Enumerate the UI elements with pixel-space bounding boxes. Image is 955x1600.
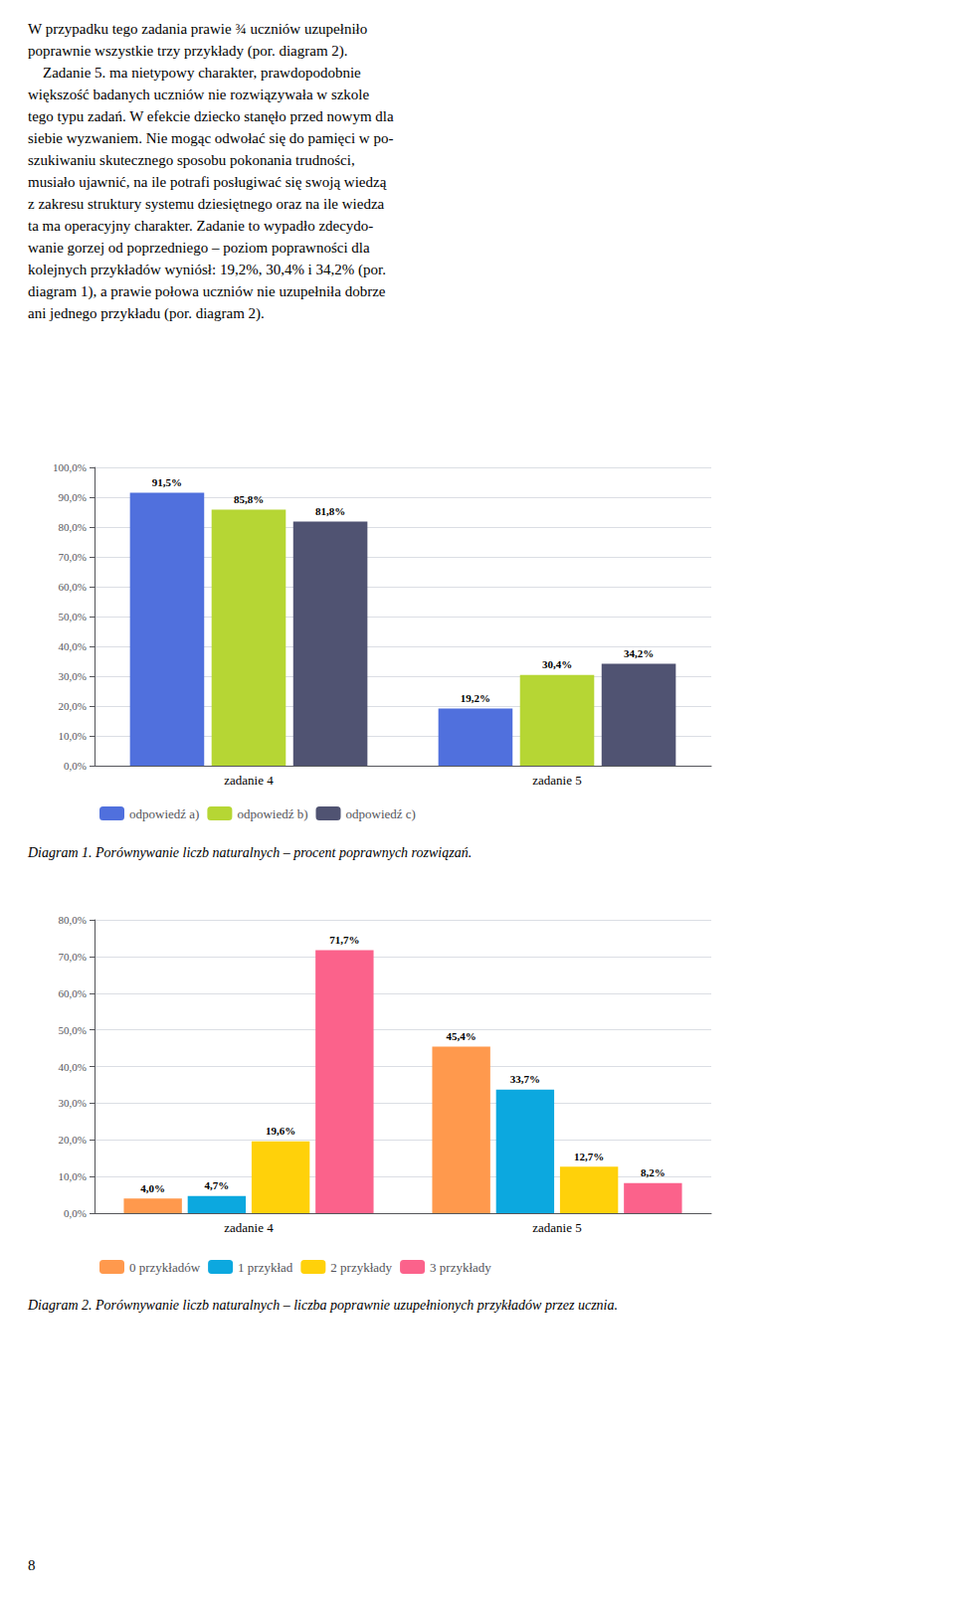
svg-text:19,6%: 19,6% bbox=[265, 1125, 296, 1138]
svg-text:70,0%: 70,0% bbox=[58, 551, 87, 564]
svg-text:20,0%: 20,0% bbox=[58, 700, 87, 713]
svg-text:19,2%: 19,2% bbox=[460, 692, 491, 705]
svg-text:4,0%: 4,0% bbox=[140, 1182, 166, 1195]
svg-text:80,0%: 80,0% bbox=[58, 521, 87, 534]
svg-text:zadanie 5: zadanie 5 bbox=[532, 772, 581, 788]
svg-text:diagram 1), a prawie połowa uc: diagram 1), a prawie połowa uczniów nie … bbox=[27, 283, 386, 301]
svg-text:45,4%: 45,4% bbox=[446, 1030, 477, 1043]
svg-text:poprawnie wszystkie trzy przyk: poprawnie wszystkie trzy przykłady (por.… bbox=[27, 42, 349, 60]
svg-text:12,7%: 12,7% bbox=[573, 1150, 604, 1163]
svg-text:3 przykłady: 3 przykłady bbox=[429, 1260, 492, 1276]
svg-text:2 przykłady: 2 przykłady bbox=[330, 1260, 392, 1276]
svg-text:100,0%: 100,0% bbox=[52, 461, 87, 474]
svg-text:odpowiedź c): odpowiedź c) bbox=[346, 806, 416, 822]
svg-text:30,0%: 30,0% bbox=[58, 1097, 87, 1110]
svg-text:wanie gorzej od poprzedniego –: wanie gorzej od poprzedniego – poziom po… bbox=[27, 239, 371, 256]
svg-text:8,2%: 8,2% bbox=[640, 1166, 666, 1179]
svg-text:Diagram 1. Porównywanie liczb: Diagram 1. Porównywanie liczb naturalnyc… bbox=[26, 845, 472, 861]
svg-text:siebie wyzwaniem. Nie mogąc od: siebie wyzwaniem. Nie mogąc odwołać się … bbox=[27, 130, 393, 147]
svg-text:zadanie 4: zadanie 4 bbox=[223, 772, 274, 788]
svg-text:33,7%: 33,7% bbox=[510, 1073, 541, 1086]
svg-text:odpowiedź a): odpowiedź a) bbox=[129, 806, 199, 822]
svg-text:zadanie 5: zadanie 5 bbox=[532, 1220, 581, 1236]
svg-text:z zakresu struktury systemu dz: z zakresu struktury systemu dziesiętnego… bbox=[27, 195, 385, 212]
svg-text:91,5%: 91,5% bbox=[152, 476, 183, 489]
svg-text:kolejnych przykładów wyniósł:: kolejnych przykładów wyniósł: 19,2%, 30,… bbox=[27, 261, 386, 279]
svg-text:tego typu zadań. W efekcie dzi: tego typu zadań. W efekcie dziecko stanę… bbox=[27, 108, 394, 125]
svg-text:Zadanie 5. ma nietypowy charak: Zadanie 5. ma nietypowy charakter, prawd… bbox=[27, 64, 362, 81]
svg-text:40,0%: 40,0% bbox=[58, 1061, 87, 1074]
svg-text:70,0%: 70,0% bbox=[58, 951, 87, 963]
svg-text:odpowiedź b): odpowiedź b) bbox=[236, 806, 308, 822]
svg-text:34,2%: 34,2% bbox=[623, 647, 654, 660]
svg-text:81,8%: 81,8% bbox=[315, 505, 346, 518]
svg-text:szukiwaniu skutecznego sposobu: szukiwaniu skutecznego sposobu pokonania… bbox=[27, 152, 356, 169]
svg-text:90,0%: 90,0% bbox=[58, 491, 87, 504]
svg-text:0,0%: 0,0% bbox=[63, 760, 87, 772]
svg-text:0,0%: 0,0% bbox=[63, 1207, 87, 1220]
svg-text:ta ma operacyjny charakter. Za: ta ma operacyjny charakter. Zadanie to w… bbox=[27, 217, 374, 234]
svg-text:ani jednego przykładu (por. di: ani jednego przykładu (por. diagram 2). bbox=[27, 305, 265, 323]
svg-text:8: 8 bbox=[27, 1557, 36, 1574]
svg-text:zadanie 4: zadanie 4 bbox=[223, 1220, 274, 1236]
svg-text:80,0%: 80,0% bbox=[58, 914, 87, 927]
svg-text:20,0%: 20,0% bbox=[58, 1134, 87, 1146]
svg-text:10,0%: 10,0% bbox=[58, 1170, 87, 1183]
svg-text:30,0%: 30,0% bbox=[58, 670, 87, 683]
svg-text:większość badanych uczniów nie: większość badanych uczniów nie rozwiązyw… bbox=[27, 86, 371, 103]
svg-text:W przypadku tego zadania prawi: W przypadku tego zadania prawie ¾ ucznió… bbox=[27, 20, 368, 37]
svg-text:40,0%: 40,0% bbox=[58, 640, 87, 653]
svg-text:85,8%: 85,8% bbox=[233, 493, 264, 506]
svg-text:30,4%: 30,4% bbox=[542, 658, 573, 671]
svg-text:10,0%: 10,0% bbox=[58, 730, 87, 743]
svg-text:60,0%: 60,0% bbox=[58, 580, 87, 593]
svg-text:Diagram 2. Porównywanie liczb: Diagram 2. Porównywanie liczb naturalnyc… bbox=[26, 1298, 618, 1314]
svg-text:60,0%: 60,0% bbox=[58, 987, 87, 1000]
svg-text:50,0%: 50,0% bbox=[58, 610, 87, 623]
svg-text:4,7%: 4,7% bbox=[204, 1179, 230, 1192]
svg-text:0 przykładów: 0 przykładów bbox=[129, 1260, 201, 1276]
svg-text:1 przykład: 1 przykład bbox=[237, 1260, 294, 1276]
svg-text:50,0%: 50,0% bbox=[58, 1024, 87, 1037]
svg-text:musiało ujawnić, na ile potraf: musiało ujawnić, na ile potrafi posługiw… bbox=[27, 174, 387, 191]
svg-text:71,7%: 71,7% bbox=[329, 934, 360, 947]
